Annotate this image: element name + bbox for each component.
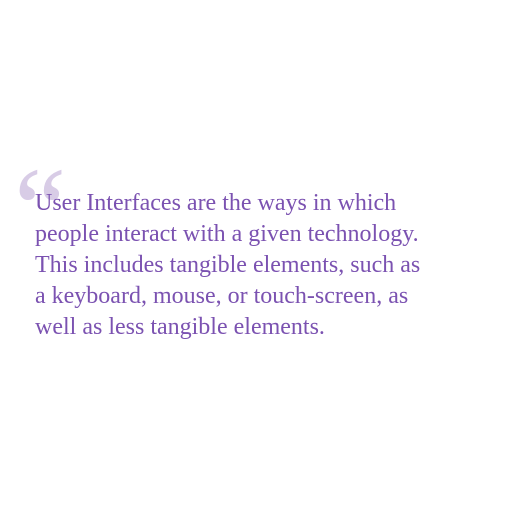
quote-line: well as less tangible elements.	[35, 314, 325, 340]
quote-line: This includes tangible elements, such as	[35, 252, 421, 278]
quote-line: a keyboard, mouse, or touch-screen, as	[35, 283, 409, 309]
quote-mark-icon: “	[14, 143, 67, 274]
quote-line: people interact with a given technology.	[35, 221, 419, 247]
quote-line: User Interfaces are the ways in which	[35, 190, 397, 216]
quote-text: User Interfaces are the ways in which pe…	[35, 188, 505, 343]
